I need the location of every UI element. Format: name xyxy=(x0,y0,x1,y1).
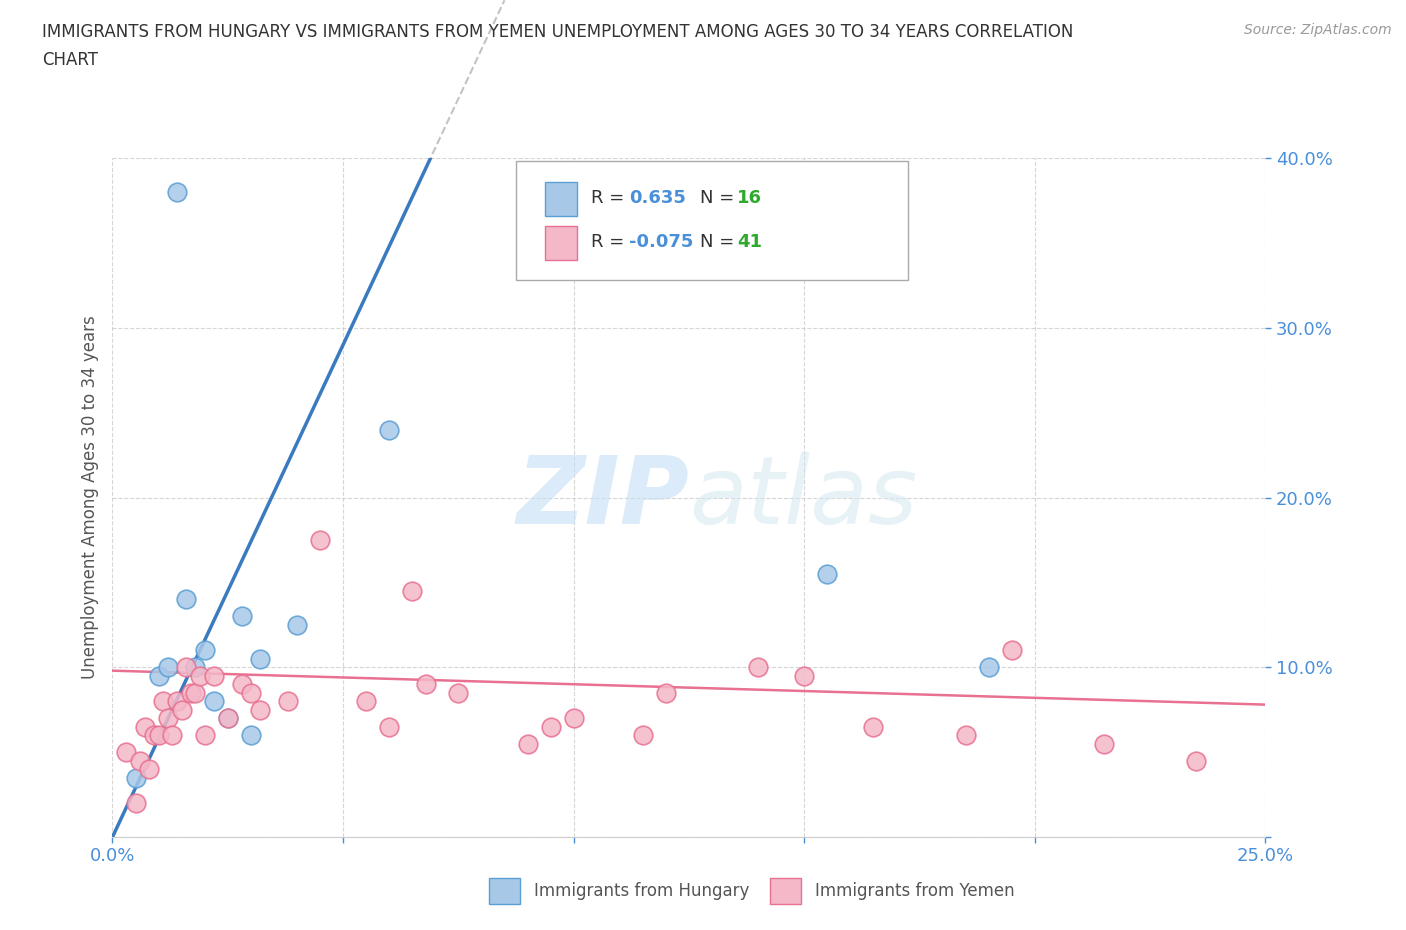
Point xyxy=(231,609,253,624)
Point xyxy=(354,694,377,709)
Point xyxy=(148,669,170,684)
Point xyxy=(231,677,253,692)
Point xyxy=(401,583,423,598)
FancyBboxPatch shape xyxy=(516,162,908,280)
Text: atlas: atlas xyxy=(689,452,917,543)
Text: N =: N = xyxy=(700,233,741,251)
Text: N =: N = xyxy=(700,189,741,207)
Point xyxy=(540,719,562,734)
Point xyxy=(1185,753,1208,768)
Point xyxy=(285,618,308,632)
Point xyxy=(129,753,152,768)
Point xyxy=(747,660,769,675)
Text: -0.075: -0.075 xyxy=(628,233,693,251)
Point xyxy=(378,422,401,437)
Point xyxy=(166,185,188,200)
Point xyxy=(977,660,1000,675)
Point xyxy=(170,702,193,717)
Point xyxy=(1001,643,1024,658)
Point xyxy=(174,592,197,607)
Text: 41: 41 xyxy=(737,233,762,251)
Point xyxy=(309,533,332,548)
Bar xyxy=(544,226,576,260)
Point xyxy=(124,796,146,811)
Text: R =: R = xyxy=(591,233,630,251)
Point xyxy=(143,727,166,742)
Point xyxy=(239,685,262,700)
Point xyxy=(194,727,217,742)
Point xyxy=(202,669,225,684)
Point xyxy=(188,669,211,684)
Point xyxy=(184,685,207,700)
Point xyxy=(277,694,299,709)
Point xyxy=(655,685,678,700)
Point xyxy=(138,762,160,777)
Point xyxy=(516,737,538,751)
Point xyxy=(156,711,179,725)
Point xyxy=(115,745,138,760)
Point xyxy=(162,727,184,742)
Point xyxy=(378,719,401,734)
Point xyxy=(249,651,271,666)
Text: Immigrants from Yemen: Immigrants from Yemen xyxy=(815,882,1015,900)
Text: IMMIGRANTS FROM HUNGARY VS IMMIGRANTS FROM YEMEN UNEMPLOYMENT AMONG AGES 30 TO 3: IMMIGRANTS FROM HUNGARY VS IMMIGRANTS FR… xyxy=(42,23,1074,41)
Point xyxy=(156,660,179,675)
Point xyxy=(249,702,271,717)
Text: Source: ZipAtlas.com: Source: ZipAtlas.com xyxy=(1244,23,1392,37)
Point xyxy=(152,694,174,709)
Point xyxy=(447,685,470,700)
Point xyxy=(174,660,197,675)
Point xyxy=(148,727,170,742)
Point xyxy=(1092,737,1115,751)
Text: 16: 16 xyxy=(737,189,762,207)
Point xyxy=(793,669,815,684)
Point xyxy=(124,770,146,785)
Point xyxy=(217,711,239,725)
Point xyxy=(184,660,207,675)
Point xyxy=(955,727,977,742)
Point xyxy=(815,566,838,581)
Y-axis label: Unemployment Among Ages 30 to 34 years: Unemployment Among Ages 30 to 34 years xyxy=(80,315,98,680)
Text: ZIP: ZIP xyxy=(516,452,689,543)
Text: R =: R = xyxy=(591,189,630,207)
Text: CHART: CHART xyxy=(42,51,98,69)
Point xyxy=(562,711,585,725)
Point xyxy=(194,643,217,658)
Bar xyxy=(544,182,576,216)
Bar xyxy=(489,878,520,904)
Text: 0.635: 0.635 xyxy=(628,189,686,207)
Point xyxy=(415,677,437,692)
Point xyxy=(134,719,156,734)
Point xyxy=(217,711,239,725)
Bar xyxy=(770,878,801,904)
Text: Immigrants from Hungary: Immigrants from Hungary xyxy=(534,882,749,900)
Point xyxy=(166,694,188,709)
Point xyxy=(631,727,654,742)
Point xyxy=(180,685,202,700)
Point xyxy=(239,727,262,742)
Point xyxy=(862,719,884,734)
Point xyxy=(202,694,225,709)
